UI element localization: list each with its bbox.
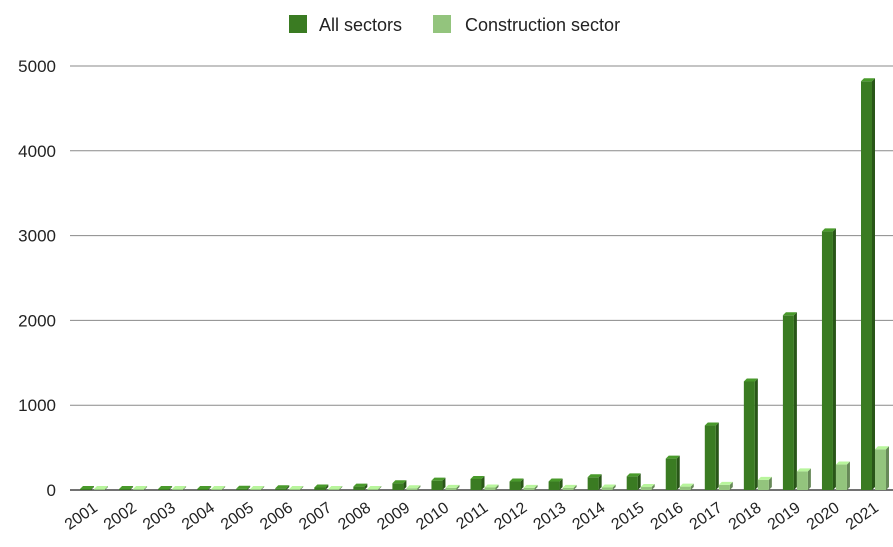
bar-all-sectors-2011 xyxy=(470,475,485,490)
x-tick-label: 2019 xyxy=(765,499,804,533)
bar-all-sectors-2020 xyxy=(821,228,836,491)
x-tick-label: 2014 xyxy=(570,499,609,533)
y-tick-label: 4000 xyxy=(18,142,56,161)
bar-construction-sector-2007 xyxy=(328,486,343,490)
x-tick-label: 2018 xyxy=(726,499,765,533)
bar-construction-sector-2006 xyxy=(289,486,304,490)
bar-construction-sector-2020 xyxy=(835,461,850,490)
bar-construction-sector-2001 xyxy=(94,486,108,490)
x-tick-label: 2001 xyxy=(62,499,101,533)
x-tick-label: 2012 xyxy=(491,499,530,533)
bar-all-sectors-2012 xyxy=(509,478,524,490)
bar-construction-sector-2009 xyxy=(406,485,421,490)
x-tick-label: 2004 xyxy=(179,499,218,533)
bar-construction-sector-2004 xyxy=(211,486,226,490)
bar-construction-sector-2017 xyxy=(718,481,733,490)
bar-construction-sector-2014 xyxy=(601,484,616,490)
y-tick-label: 3000 xyxy=(18,227,56,246)
x-tick-label: 2009 xyxy=(374,499,413,533)
x-tick-label: 2015 xyxy=(609,499,648,533)
bar-construction-sector-2002 xyxy=(133,486,148,490)
y-axis-ticks: 0 1000 2000 3000 4000 5000 xyxy=(18,57,56,500)
bar-construction-sector-2003 xyxy=(172,486,187,490)
y-tick-label: 5000 xyxy=(18,57,56,76)
x-tick-label: 2020 xyxy=(804,499,843,533)
bar-all-sectors-2014 xyxy=(587,474,602,490)
bar-all-sectors-2009 xyxy=(392,480,407,490)
bar-construction-sector-2021 xyxy=(875,446,889,490)
x-tick-label: 2007 xyxy=(296,499,335,533)
bar-all-sectors-2001 xyxy=(80,486,94,490)
legend: All sectors Construction sector xyxy=(289,15,620,35)
bar-all-sectors-2019 xyxy=(782,312,797,490)
x-tick-label: 2002 xyxy=(101,499,140,533)
bar-construction-sector-2012 xyxy=(523,484,538,490)
y-tick-label: 0 xyxy=(47,481,56,500)
bar-all-sectors-2003 xyxy=(158,486,173,490)
bar-all-sectors-2015 xyxy=(626,473,641,490)
bar-all-sectors-2013 xyxy=(548,478,563,490)
bar-all-sectors-2008 xyxy=(353,483,368,490)
x-tick-label: 2013 xyxy=(530,499,569,533)
x-tick-label: 2003 xyxy=(140,499,179,533)
bar-construction-sector-2008 xyxy=(367,486,382,490)
legend-swatch-construction-sector xyxy=(433,15,451,33)
x-tick-label: 2006 xyxy=(257,499,296,533)
bars xyxy=(80,78,889,491)
bar-all-sectors-2007 xyxy=(314,484,329,490)
bar-construction-sector-2015 xyxy=(640,484,655,490)
x-tick-label: 2010 xyxy=(413,499,452,533)
bar-all-sectors-2006 xyxy=(275,485,290,490)
x-axis-ticks: 2001 2002 2003 2004 2005 2006 2007 2008 2009 2010… xyxy=(62,499,882,533)
y-tick-label: 2000 xyxy=(18,311,56,330)
bar-construction-sector-2019 xyxy=(796,468,811,490)
y-tick-label: 1000 xyxy=(18,396,56,415)
x-tick-label: 2005 xyxy=(218,499,257,533)
bar-all-sectors-2002 xyxy=(119,486,134,490)
bar-all-sectors-2005 xyxy=(236,485,251,490)
legend-label-all-sectors: All sectors xyxy=(319,15,402,35)
x-tick-label: 2021 xyxy=(843,499,882,533)
x-tick-label: 2016 xyxy=(648,499,687,533)
x-tick-label: 2008 xyxy=(335,499,374,533)
bar-all-sectors-2010 xyxy=(431,477,446,490)
bar-all-sectors-2016 xyxy=(665,455,680,490)
legend-label-construction-sector: Construction sector xyxy=(465,15,620,35)
bar-construction-sector-2018 xyxy=(757,476,772,490)
bar-construction-sector-2016 xyxy=(679,483,694,490)
x-tick-label: 2011 xyxy=(453,499,491,533)
gridlines xyxy=(70,65,893,491)
x-tick-label: 2017 xyxy=(687,499,726,533)
bar-all-sectors-2018 xyxy=(743,378,758,490)
bar-construction-sector-2011 xyxy=(484,484,499,490)
bar-all-sectors-2017 xyxy=(704,422,719,490)
bar-all-sectors-2021 xyxy=(861,78,875,490)
legend-swatch-all-sectors xyxy=(289,15,307,33)
bar-construction-sector-2005 xyxy=(250,486,265,490)
bar-all-sectors-2004 xyxy=(197,486,212,490)
bar-construction-sector-2010 xyxy=(445,484,460,490)
bar-construction-sector-2013 xyxy=(562,484,577,490)
